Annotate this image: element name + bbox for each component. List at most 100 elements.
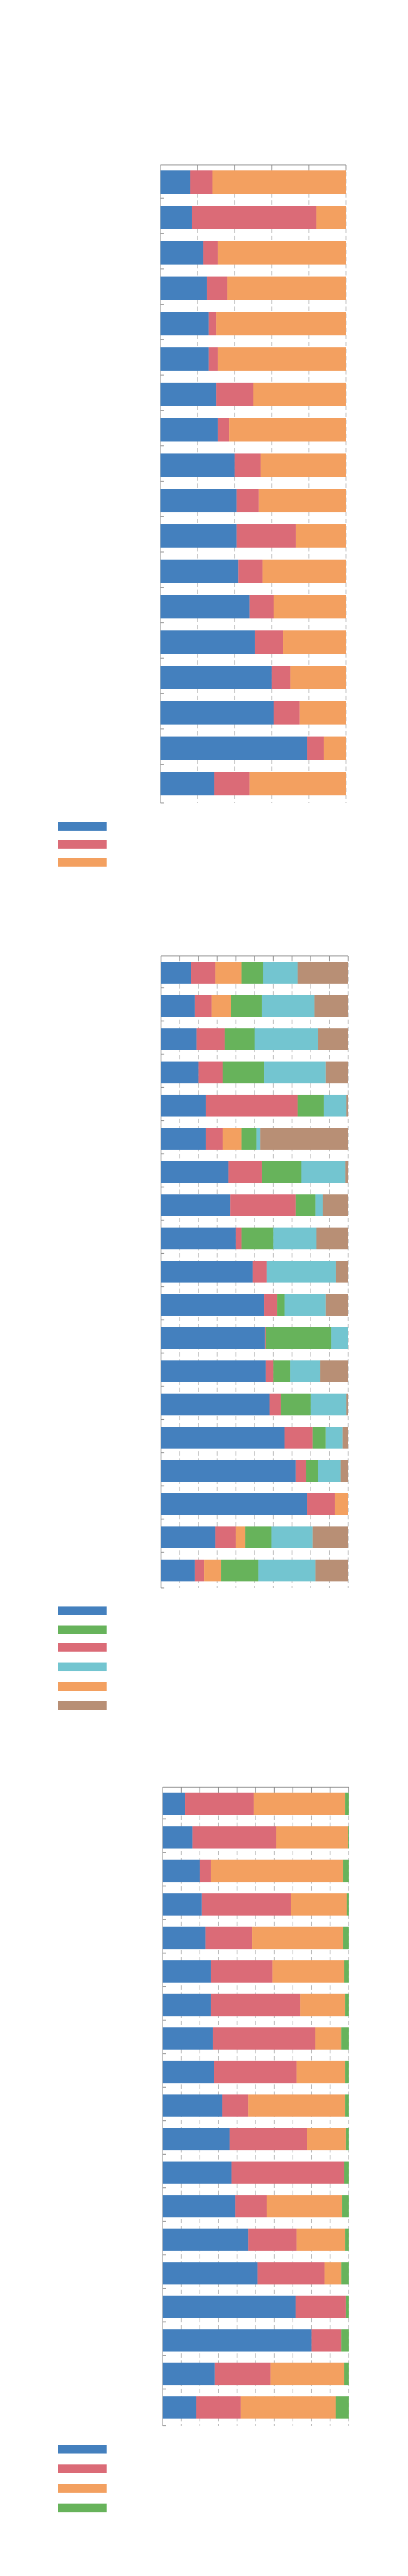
bar-segment-series-2 bbox=[248, 2228, 297, 2251]
bar-segment-series-4 bbox=[342, 2195, 349, 2218]
bar-segment-series-3 bbox=[316, 206, 346, 229]
bar-segment-series-3 bbox=[290, 1893, 347, 1916]
bar-segment-series-2 bbox=[307, 1493, 335, 1515]
bar-segment-series-1 bbox=[161, 1327, 265, 1349]
bar-segment-series-1 bbox=[163, 1994, 211, 2016]
bar-segment-series-6 bbox=[314, 995, 348, 1017]
bar-segment-series-3 bbox=[212, 170, 346, 194]
bar-segment-series-2 bbox=[185, 1793, 254, 1815]
bar-segment-series-4 bbox=[281, 1394, 311, 1415]
chart-1 bbox=[0, 0, 408, 882]
legend-swatch-series-3 bbox=[58, 2484, 107, 2493]
bar-segment-series-2 bbox=[190, 170, 213, 194]
bar-segment-series-1 bbox=[163, 2060, 214, 2083]
bar-segment-series-6 bbox=[323, 1194, 348, 1216]
bar-segment-series-2 bbox=[211, 1960, 273, 1983]
bar-segment-series-2 bbox=[213, 2027, 316, 2050]
bar-segment-series-2 bbox=[249, 595, 274, 618]
bar-segment-series-4 bbox=[345, 1793, 349, 1815]
bar-segment-series-4 bbox=[345, 2128, 349, 2150]
bar-segment-series-1 bbox=[161, 1427, 285, 1449]
bar-segment-series-3 bbox=[229, 418, 346, 441]
bar-segment-series-6 bbox=[320, 1360, 348, 1382]
bar-segment-series-1 bbox=[160, 772, 214, 795]
bar-segment-series-4 bbox=[345, 2296, 349, 2318]
bar-segment-series-4 bbox=[273, 1360, 290, 1382]
bar-segment-series-2 bbox=[196, 2396, 241, 2419]
bar-segment-series-1 bbox=[160, 666, 272, 689]
bar-segment-series-4 bbox=[348, 1826, 349, 1849]
legend-swatch-series-1 bbox=[58, 822, 107, 831]
bar-segment-series-2 bbox=[214, 2363, 271, 2385]
bar-segment-series-5 bbox=[256, 1128, 261, 1150]
bar-segment-series-5 bbox=[258, 1560, 316, 1581]
bar-segment-series-6 bbox=[298, 962, 348, 984]
bar-segment-series-3 bbox=[315, 2027, 342, 2050]
bar-segment-series-2 bbox=[206, 1128, 223, 1150]
bar-segment-series-3 bbox=[335, 1493, 348, 1515]
bar-segment-series-2 bbox=[236, 489, 259, 512]
bar-segment-series-1 bbox=[161, 1128, 206, 1150]
bar-segment-series-1 bbox=[163, 1927, 206, 1949]
legend-swatch-series-4 bbox=[58, 1626, 107, 1634]
bar-segment-series-1 bbox=[163, 2262, 258, 2285]
bar-segment-series-3 bbox=[204, 1560, 221, 1581]
bar-segment-series-1 bbox=[160, 277, 207, 300]
legend-swatch-series-2 bbox=[58, 1643, 107, 1652]
bar-segment-series-1 bbox=[160, 524, 237, 548]
bar-segment-series-2 bbox=[203, 241, 218, 265]
bar-segment-series-2 bbox=[230, 1194, 296, 1216]
bar-segment-series-1 bbox=[163, 2329, 312, 2352]
bar-segment-series-3 bbox=[283, 630, 346, 654]
bar-segment-series-2 bbox=[201, 1893, 291, 1916]
bar-segment-series-2 bbox=[228, 1161, 262, 1183]
bar-segment-series-1 bbox=[161, 1161, 228, 1183]
bar-segment-series-4 bbox=[277, 1294, 285, 1316]
bar-segment-series-2 bbox=[238, 560, 263, 583]
bar-segment-series-1 bbox=[163, 1860, 200, 1882]
bar-segment-series-2 bbox=[200, 1860, 211, 1882]
bar-segment-series-2 bbox=[307, 737, 324, 760]
bar-segment-series-4 bbox=[224, 1028, 255, 1050]
bar-segment-series-3 bbox=[261, 453, 346, 477]
bar-segment-series-5 bbox=[264, 1062, 326, 1083]
bar-segment-series-3 bbox=[236, 1526, 245, 1548]
bar-segment-series-1 bbox=[160, 630, 255, 654]
bar-segment-series-2 bbox=[208, 312, 217, 335]
bar-segment-series-4 bbox=[336, 2396, 349, 2419]
bar-segment-series-3 bbox=[299, 701, 346, 725]
bar-segment-series-3 bbox=[295, 524, 346, 548]
bar-segment-series-4 bbox=[221, 1560, 258, 1581]
bar-segment-series-2 bbox=[295, 1460, 306, 1482]
bar-segment-series-4 bbox=[344, 1960, 349, 1983]
bar-segment-series-1 bbox=[161, 1526, 215, 1548]
bar-segment-series-6 bbox=[341, 1460, 348, 1482]
bar-segment-series-3 bbox=[216, 312, 346, 335]
bar-segment-series-2 bbox=[235, 2195, 267, 2218]
bar-segment-series-6 bbox=[260, 1128, 348, 1150]
bar-segment-series-3 bbox=[324, 2262, 342, 2285]
bar-segment-series-3 bbox=[300, 1994, 345, 2016]
bar-segment-series-4 bbox=[347, 1893, 349, 1916]
bar-segment-series-2 bbox=[208, 347, 218, 371]
legend-swatch-series-3 bbox=[58, 1682, 107, 1691]
bar-segment-series-3 bbox=[218, 241, 346, 265]
bar-segment-series-1 bbox=[160, 453, 235, 477]
bar-segment-series-1 bbox=[160, 418, 218, 441]
bar-segment-series-6 bbox=[318, 1028, 348, 1050]
bar-segment-series-3 bbox=[218, 347, 346, 371]
bar-segment-series-5 bbox=[311, 1394, 347, 1415]
bar-segment-series-3 bbox=[253, 383, 346, 406]
bar-segment-series-3 bbox=[254, 1793, 345, 1815]
bar-segment-series-3 bbox=[227, 277, 346, 300]
bar-segment-series-1 bbox=[161, 1228, 236, 1249]
bar-segment-series-2 bbox=[265, 1360, 274, 1382]
bar-segment-series-3 bbox=[211, 1860, 343, 1882]
bar-segment-series-5 bbox=[262, 995, 315, 1017]
bar-segment-series-1 bbox=[160, 560, 239, 583]
bar-segment-series-3 bbox=[222, 1128, 242, 1150]
chart-1-svg bbox=[58, 164, 347, 867]
bar-segment-series-2 bbox=[218, 418, 230, 441]
bar-segment-series-2 bbox=[211, 1994, 301, 2016]
bar-segment-series-4 bbox=[222, 1062, 264, 1083]
